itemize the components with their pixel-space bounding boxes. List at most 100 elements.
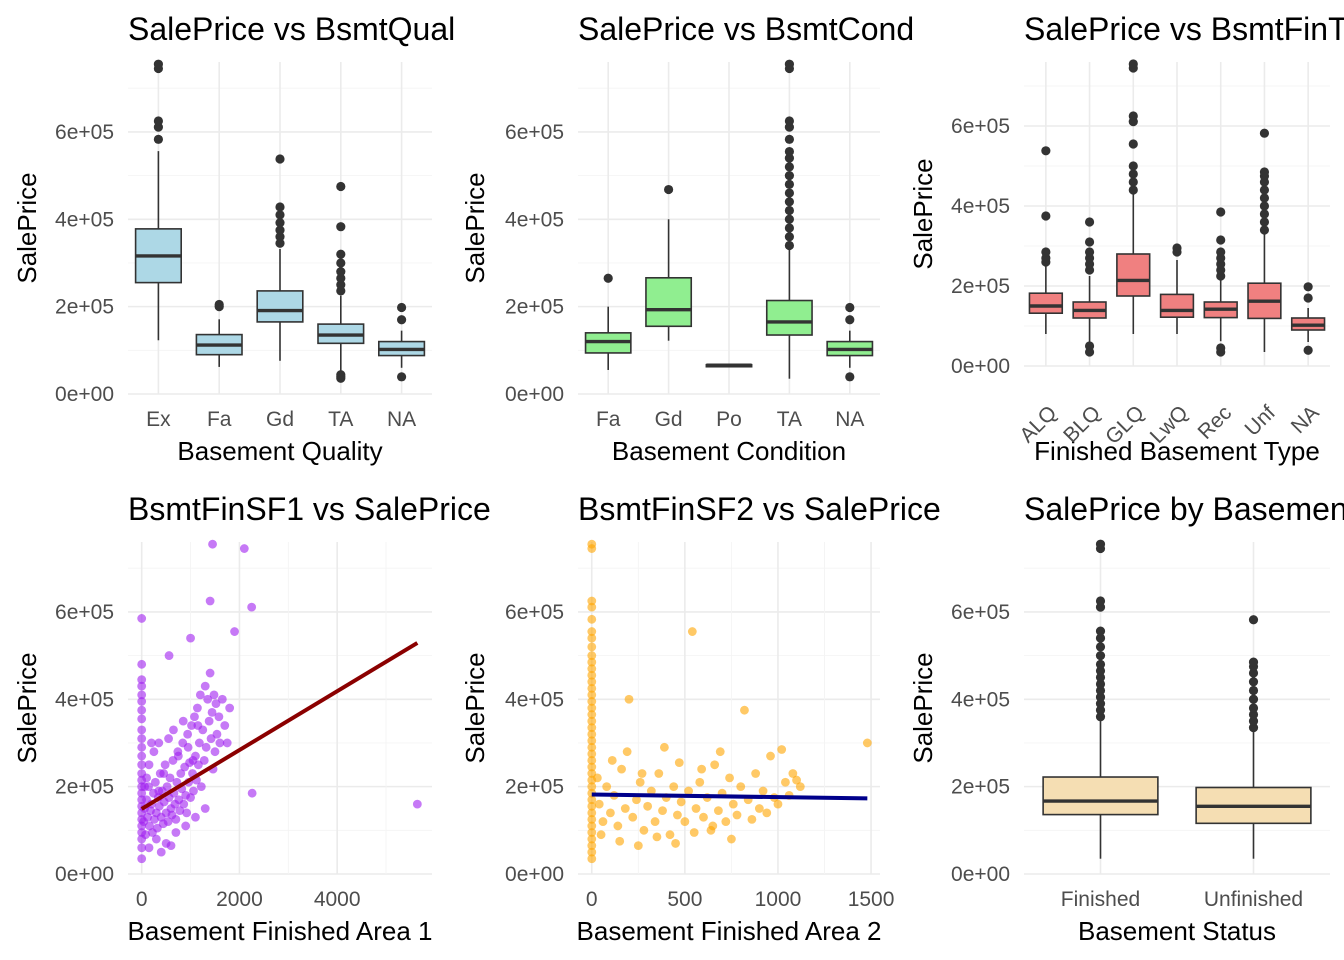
x-tick-label: NA: [1287, 401, 1324, 438]
x-tick-label: Unfinished: [1204, 888, 1303, 911]
outlier-point: [1259, 225, 1270, 235]
box-Unfinished: [1195, 615, 1312, 859]
y-tick-labels: 0e+00 2e+05 4e+05 6e+05: [505, 601, 564, 886]
chart-title: BsmtFinSF1 vs SalePrice: [128, 491, 491, 527]
data-point: [189, 786, 198, 796]
x-tick-label: 1000: [755, 888, 802, 911]
data-point: [144, 760, 154, 770]
outlier-point: [1095, 699, 1106, 709]
chart-panel-3: 0e+00 2e+05 4e+05 6e+05 SalePrice vs BsmtFin…: [908, 11, 1344, 466]
data-point: [650, 817, 660, 826]
data-point: [747, 814, 757, 824]
data-point: [151, 834, 161, 844]
data-point: [210, 747, 220, 757]
outlier-point: [1095, 626, 1106, 636]
x-axis-title: Basement Condition: [612, 436, 846, 466]
x-tick-label: 1500: [848, 888, 895, 911]
data-point: [156, 847, 166, 857]
chart-title: SalePrice vs BsmtCond: [578, 11, 914, 47]
outlier-point: [1216, 343, 1226, 353]
outlier-point: [784, 59, 795, 69]
data-point: [620, 804, 630, 813]
box-Unf: [1247, 128, 1282, 352]
outlier-point: [1095, 685, 1106, 696]
data-point: [587, 670, 597, 680]
data-point: [781, 777, 790, 787]
data-point: [205, 668, 215, 678]
data-point: [137, 725, 147, 735]
regression-line: [140, 641, 419, 811]
data-point: [154, 786, 164, 796]
data-point: [239, 544, 249, 553]
data-point: [728, 799, 738, 809]
outlier-point: [784, 116, 795, 126]
data-point: [137, 751, 147, 761]
outlier-point: [1303, 293, 1313, 303]
y-axis-title: SalePrice: [908, 652, 938, 763]
data-point: [671, 839, 680, 848]
x-tick-label: 0: [136, 888, 148, 911]
data-point: [144, 843, 154, 853]
x-tick-label: 4000: [314, 888, 361, 911]
outlier-point: [336, 222, 346, 232]
y-tick-label: 4e+05: [55, 688, 114, 711]
box-NA: [1290, 282, 1326, 355]
outlier-point: [1248, 694, 1259, 704]
x-axis-title: Finished Basement Type: [1034, 436, 1320, 466]
outlier-point: [1248, 685, 1259, 696]
data-point: [676, 797, 686, 807]
x-tick-label: 2000: [216, 888, 263, 911]
data-point: [622, 747, 632, 757]
data-point: [137, 697, 147, 706]
data-point: [602, 782, 612, 792]
box-Ex: [134, 59, 183, 341]
data-point: [632, 795, 641, 805]
data-point: [220, 721, 230, 730]
outlier-point: [214, 299, 224, 310]
data-point: [137, 742, 147, 752]
data-point: [137, 690, 147, 700]
data-point: [141, 830, 150, 840]
outlier-point: [153, 59, 163, 69]
outlier-point: [397, 302, 407, 313]
outlier-point: [784, 214, 795, 224]
chart-panel-4: 0e+00 2e+05 4e+05 6e+05 BsmtFinSF1 vs SalePr…: [12, 491, 491, 946]
outlier-point: [336, 258, 346, 268]
y-tick-label: 0e+00: [951, 355, 1010, 378]
data-point: [795, 782, 805, 792]
outlier-point: [1172, 243, 1182, 253]
data-point: [680, 817, 690, 826]
data-point: [758, 786, 768, 796]
data-point: [708, 821, 718, 831]
outlier-point: [397, 315, 407, 325]
data-point: [137, 734, 147, 743]
outlier-point: [784, 188, 795, 198]
data-point: [740, 705, 749, 715]
outlier-point: [1095, 650, 1106, 661]
data-point: [617, 764, 626, 774]
outlier-point: [1128, 177, 1138, 187]
scatter-points: [587, 539, 872, 864]
outlier-point: [1095, 659, 1106, 669]
data-point: [659, 742, 669, 752]
box-Fa: [195, 299, 243, 367]
outlier-point: [1259, 167, 1270, 177]
data-point: [684, 786, 693, 796]
outlier-point: [1216, 207, 1226, 217]
data-point: [587, 729, 597, 739]
data-point: [587, 854, 597, 864]
data-point: [596, 830, 606, 840]
data-point: [736, 782, 746, 792]
data-point: [587, 834, 597, 844]
data-point: [587, 697, 597, 706]
data-point: [149, 747, 159, 757]
outlier-point: [1128, 59, 1138, 69]
x-tick-label: Gd: [266, 408, 294, 431]
outlier-point: [1248, 723, 1259, 733]
box-body: [1028, 292, 1064, 315]
regression-line: [591, 792, 868, 801]
data-point: [777, 745, 787, 754]
data-point: [169, 725, 178, 735]
data-point: [587, 795, 597, 805]
data-point: [137, 614, 147, 623]
